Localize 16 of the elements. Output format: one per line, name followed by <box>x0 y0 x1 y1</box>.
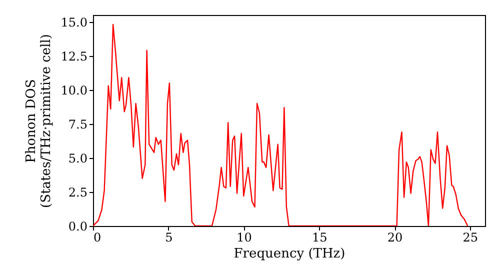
x-tick-label: 15 <box>312 230 328 244</box>
x-tick-label: 20 <box>387 230 403 244</box>
x-tick-label: 10 <box>236 230 252 244</box>
y-axis-title: Phonon DOS (States/THz·primitive cell) <box>24 34 54 208</box>
x-tick-label: 5 <box>165 230 173 244</box>
y-tick-label: 5.0 <box>68 151 88 166</box>
x-axis-title: Frequency (THz) <box>234 246 346 262</box>
x-tick-label: 25 <box>462 230 478 244</box>
y-tick-label: 7.5 <box>68 117 88 132</box>
y-tick-label: 15.0 <box>60 15 88 30</box>
line-series <box>93 24 468 226</box>
y-tick-label: 0.0 <box>68 220 88 234</box>
y-tick-label: 12.5 <box>60 49 88 64</box>
x-tick-label: 0 <box>94 230 102 244</box>
y-tick-label: 10.0 <box>60 83 88 98</box>
y-tick-label: 2.5 <box>68 185 88 200</box>
